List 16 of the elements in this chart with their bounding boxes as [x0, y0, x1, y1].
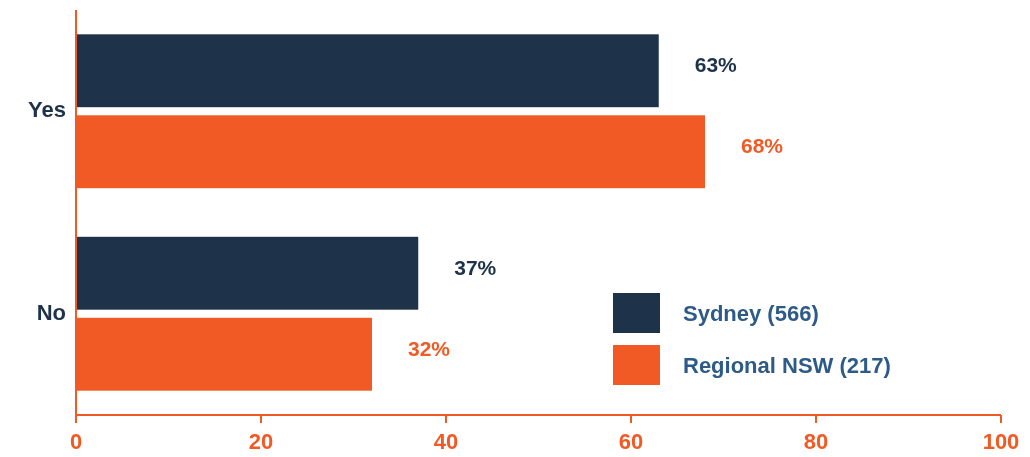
legend-label: Sydney (566): [683, 300, 819, 326]
x-tick-label: 60: [618, 429, 644, 454]
data-label: 63%: [694, 53, 738, 77]
x-tick-label: 100: [982, 429, 1020, 454]
bar: [76, 236, 419, 310]
x-tick-label: 80: [803, 429, 829, 454]
y-tick-label: Yes: [28, 97, 66, 123]
x-tick-label: 20: [248, 429, 274, 454]
y-tick-label: No: [36, 299, 66, 325]
legend-label: Regional NSW (217): [683, 352, 891, 378]
data-label: 37%: [454, 255, 497, 279]
x-tick-label: 40: [433, 429, 459, 454]
data-label: 32%: [408, 336, 451, 360]
x-tick-label: 0: [69, 429, 83, 454]
bar: [76, 34, 659, 108]
data-label: 68%: [741, 134, 784, 158]
